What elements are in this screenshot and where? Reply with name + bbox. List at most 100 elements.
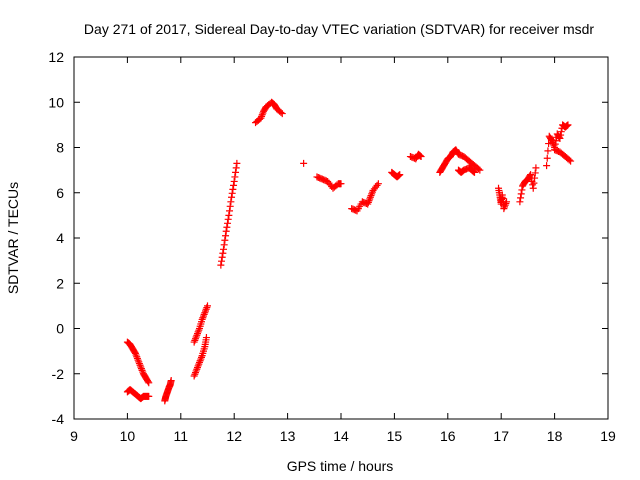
x-tick-label: 9 bbox=[70, 428, 78, 444]
data-point bbox=[198, 315, 206, 323]
data-point bbox=[191, 370, 199, 378]
data-point bbox=[217, 261, 225, 269]
data-point bbox=[230, 177, 238, 185]
data-point bbox=[367, 192, 375, 200]
data-point bbox=[195, 360, 203, 368]
data-point bbox=[194, 328, 202, 336]
data-point bbox=[556, 134, 564, 142]
y-tick-label: 4 bbox=[56, 230, 64, 246]
data-point bbox=[219, 249, 227, 257]
data-point bbox=[257, 114, 265, 122]
data-point bbox=[191, 335, 199, 343]
data-point bbox=[226, 202, 234, 210]
x-axis-label: GPS time / hours bbox=[287, 458, 394, 474]
data-point bbox=[550, 142, 558, 150]
data-point bbox=[192, 333, 200, 341]
x-tick-label: 12 bbox=[226, 428, 242, 444]
data-point bbox=[551, 140, 559, 148]
data-point bbox=[220, 245, 228, 253]
data-point bbox=[517, 190, 525, 198]
data-point bbox=[202, 334, 210, 342]
chart-title: Day 271 of 2017, Sidereal Day-to-day VTE… bbox=[84, 21, 594, 37]
data-point bbox=[167, 377, 175, 385]
data-point bbox=[192, 367, 200, 375]
plot-frame bbox=[73, 56, 609, 420]
data-point bbox=[190, 338, 198, 346]
x-axis: 9 10 11 12 13 14 15 16 17 18 19 bbox=[70, 57, 616, 444]
data-point bbox=[145, 379, 153, 387]
data-point bbox=[223, 223, 231, 231]
data-point bbox=[527, 171, 535, 179]
data-point bbox=[230, 181, 238, 189]
data-point bbox=[145, 392, 153, 400]
data-point bbox=[193, 364, 201, 372]
data-point bbox=[228, 189, 236, 197]
data-point bbox=[552, 137, 560, 145]
data-point bbox=[204, 302, 211, 310]
data-point bbox=[258, 111, 266, 119]
data-point bbox=[529, 181, 537, 189]
data-point bbox=[501, 201, 509, 209]
data-point bbox=[227, 198, 235, 206]
x-tick-label: 13 bbox=[280, 428, 296, 444]
data-point bbox=[300, 159, 308, 167]
data-point bbox=[190, 372, 198, 380]
data-point bbox=[337, 180, 345, 188]
data-point bbox=[218, 257, 226, 265]
data-point bbox=[133, 354, 141, 362]
data-point bbox=[544, 147, 552, 155]
data-point bbox=[232, 164, 240, 172]
data-point bbox=[417, 153, 425, 161]
data-point bbox=[222, 232, 230, 240]
data-point bbox=[195, 326, 203, 334]
data-point bbox=[199, 312, 207, 320]
data-point bbox=[202, 305, 210, 313]
data-point bbox=[531, 174, 539, 182]
data-point bbox=[136, 361, 144, 369]
data-point bbox=[366, 195, 374, 203]
data-point bbox=[137, 363, 145, 371]
data-point bbox=[220, 241, 228, 249]
data-point bbox=[278, 110, 286, 118]
data-point bbox=[396, 171, 404, 179]
data-point bbox=[199, 314, 207, 322]
data-point bbox=[501, 203, 509, 211]
data-point bbox=[224, 215, 232, 223]
x-tick-label: 14 bbox=[333, 428, 349, 444]
data-point bbox=[476, 166, 484, 174]
data-point bbox=[196, 357, 204, 365]
data-point bbox=[133, 353, 141, 361]
x-tick-label: 11 bbox=[174, 428, 189, 444]
data-point bbox=[557, 131, 565, 139]
data-point bbox=[277, 108, 285, 116]
data-point bbox=[232, 168, 240, 176]
data-point bbox=[197, 355, 205, 363]
data-point bbox=[233, 159, 241, 167]
data-point bbox=[231, 173, 239, 181]
y-tick-label: -4 bbox=[52, 411, 65, 427]
data-point bbox=[565, 156, 573, 164]
data-point bbox=[201, 307, 209, 315]
data-point bbox=[201, 309, 209, 317]
data-point bbox=[368, 190, 376, 198]
data-point bbox=[137, 365, 145, 373]
data-point bbox=[503, 198, 511, 206]
data-point bbox=[364, 200, 372, 208]
y-tick-label: -2 bbox=[52, 366, 65, 382]
data-point bbox=[518, 186, 526, 194]
data-point bbox=[529, 184, 537, 192]
x-tick-label: 17 bbox=[493, 428, 509, 444]
data-point bbox=[132, 351, 140, 359]
data-point bbox=[193, 365, 201, 373]
data-point bbox=[532, 164, 540, 172]
y-tick-label: 0 bbox=[56, 321, 64, 337]
data-point bbox=[564, 121, 572, 129]
x-tick-label: 16 bbox=[440, 428, 456, 444]
data-point bbox=[229, 185, 237, 193]
y-tick-label: 6 bbox=[56, 185, 64, 201]
data-point bbox=[191, 336, 199, 344]
data-point bbox=[197, 353, 205, 361]
data-point bbox=[471, 168, 478, 176]
data-point bbox=[531, 169, 539, 177]
data-point bbox=[517, 194, 525, 202]
